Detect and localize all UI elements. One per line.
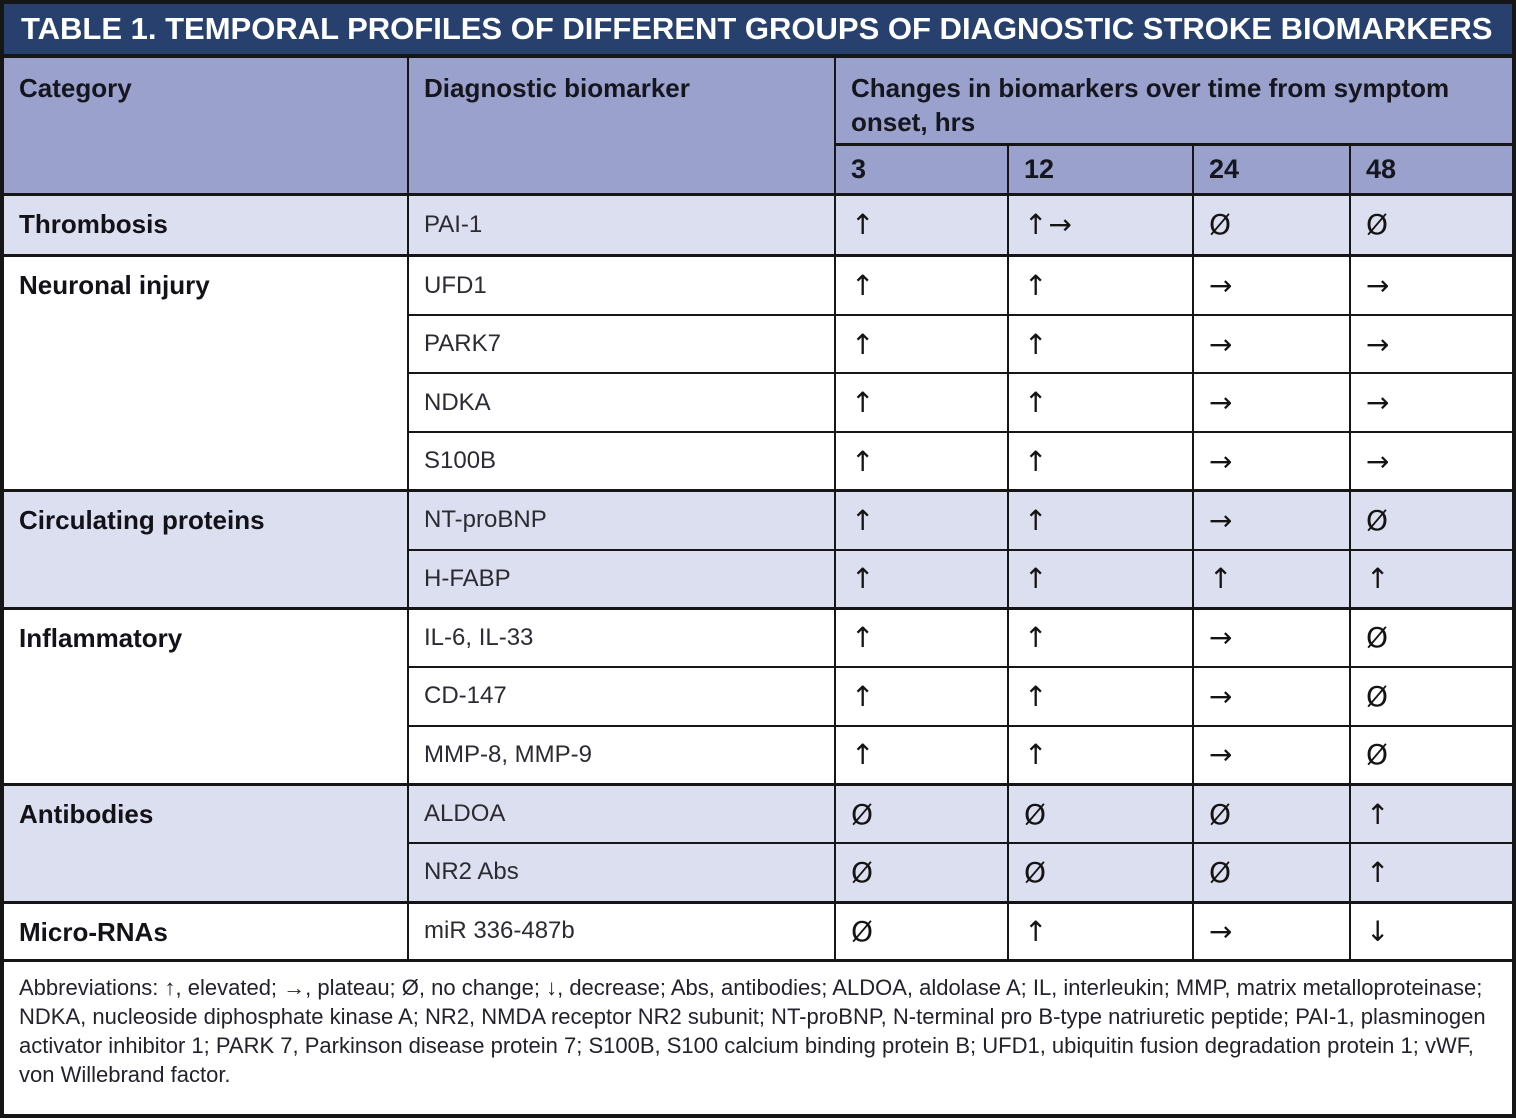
category-micro-rnas: Micro-RNAs [4, 900, 409, 962]
value-cell-24h: Ø [1192, 192, 1351, 257]
biomarker-cell: CD-147 [407, 666, 836, 727]
column-header-category: Category [4, 57, 409, 195]
value-cell-12h: ↑ [1007, 548, 1194, 610]
value-cell-24h: → [1192, 431, 1351, 492]
footnote-row: Abbreviations: ↑, elevated; →, plateau; … [4, 959, 1512, 1112]
category-thrombosis: Thrombosis [4, 192, 409, 257]
biomarker-cell: S100B [407, 431, 836, 492]
value-cell-48h: Ø [1348, 489, 1512, 551]
value-cell-24h: Ø [1192, 842, 1351, 904]
value-cell-24h: → [1192, 900, 1351, 962]
value-cell-24h: Ø [1192, 783, 1351, 845]
table-row: Micro-RNAs miR 336-487b Ø ↑ → ↓ [4, 900, 1512, 962]
value-cell-3h: ↑ [834, 431, 1009, 492]
value-cell-3h: Ø [834, 842, 1009, 904]
value-cell-12h: ↑ [1007, 724, 1194, 786]
biomarker-cell: IL-6, IL-33 [407, 606, 836, 669]
value-cell-12h: ↑ [1007, 606, 1194, 669]
timepoint-header-48h: 48 [1348, 142, 1512, 195]
value-cell-3h: Ø [834, 783, 1009, 845]
value-cell-3h: ↑ [834, 666, 1009, 727]
value-cell-3h: ↑ [834, 192, 1009, 257]
biomarker-cell: NR2 Abs [407, 842, 836, 904]
value-cell-3h: ↑ [834, 489, 1009, 551]
value-cell-48h: → [1348, 372, 1512, 434]
biomarker-cell: PARK7 [407, 313, 836, 375]
biomarker-cell: PAI-1 [407, 192, 836, 257]
value-cell-12h: ↑ [1007, 372, 1194, 434]
table-row: Circulating proteins NT-proBNP ↑ ↑ → Ø [4, 489, 1512, 610]
table-row: MMP-8, MMP-9 ↑ ↑ → Ø [4, 724, 1512, 786]
value-cell-48h: → [1348, 254, 1512, 316]
biomarker-cell: ALDOA [407, 783, 836, 845]
column-header-biomarker: Diagnostic biomarker [407, 57, 836, 195]
table-title: TABLE 1. TEMPORAL PROFILES OF DIFFERENT … [21, 11, 1493, 46]
value-cell-48h: → [1348, 313, 1512, 375]
category-inflammatory: Inflammatory [4, 606, 409, 786]
value-cell-24h: ↑ [1192, 548, 1351, 610]
value-cell-48h: Ø [1348, 606, 1512, 669]
value-cell-48h: Ø [1348, 724, 1512, 786]
value-cell-24h: → [1192, 489, 1351, 551]
value-cell-3h: Ø [834, 900, 1009, 962]
value-cell-48h: ↑ [1348, 783, 1512, 845]
value-cell-3h: ↑ [834, 372, 1009, 434]
table-row: Neuronal injury UFD1 ↑ ↑ → → [4, 254, 1512, 492]
timepoint-header-3h: 3 [834, 142, 1009, 195]
value-cell-12h: ↑ [1007, 489, 1194, 551]
biomarker-cell: miR 336-487b [407, 900, 836, 962]
timepoint-header-12h: 12 [1007, 142, 1194, 195]
value-cell-12h: ↑ [1007, 313, 1194, 375]
table-title-bar: TABLE 1. TEMPORAL PROFILES OF DIFFERENT … [4, 4, 1512, 58]
header-row: Category Diagnostic biomarker Changes in… [4, 57, 1512, 195]
value-cell-12h: ↑ [1007, 666, 1194, 727]
biomarker-table: Category Diagnostic biomarker Changes in… [4, 57, 1512, 1112]
timepoint-header-row: 3 12 24 48 [4, 142, 1512, 195]
value-cell-48h: ↑ [1348, 548, 1512, 610]
category-neuronal-injury: Neuronal injury [4, 254, 409, 492]
category-circulating-proteins: Circulating proteins [4, 489, 409, 610]
value-cell-48h: → [1348, 431, 1512, 492]
biomarker-cell: UFD1 [407, 254, 836, 316]
value-cell-3h: ↑ [834, 724, 1009, 786]
value-cell-24h: → [1192, 254, 1351, 316]
value-cell-24h: → [1192, 666, 1351, 727]
footnote-text: Abbreviations: ↑, elevated; →, plateau; … [4, 959, 1512, 1112]
value-cell-24h: → [1192, 724, 1351, 786]
value-cell-12h: ↑ [1007, 431, 1194, 492]
table-row: Antibodies ALDOA Ø Ø Ø ↑ [4, 783, 1512, 904]
biomarker-cell: NT-proBNP [407, 489, 836, 551]
value-cell-12h: ↑ [1007, 254, 1194, 316]
value-cell-48h: Ø [1348, 666, 1512, 727]
value-cell-12h: ↑ [1007, 900, 1194, 962]
value-cell-12h: Ø [1007, 842, 1194, 904]
biomarker-cell: H-FABP [407, 548, 836, 610]
value-cell-3h: ↑ [834, 548, 1009, 610]
value-cell-12h: ↑→ [1007, 192, 1194, 257]
biomarker-cell: NDKA [407, 372, 836, 434]
value-cell-48h: ↑ [1348, 842, 1512, 904]
value-cell-24h: → [1192, 606, 1351, 669]
value-cell-48h: ↓ [1348, 900, 1512, 962]
value-cell-24h: → [1192, 372, 1351, 434]
category-antibodies: Antibodies [4, 783, 409, 904]
biomarker-cell: MMP-8, MMP-9 [407, 724, 836, 786]
table-row: Inflammatory IL-6, IL-33 ↑ ↑ → Ø [4, 606, 1512, 786]
value-cell-3h: ↑ [834, 313, 1009, 375]
value-cell-3h: ↑ [834, 254, 1009, 316]
value-cell-12h: Ø [1007, 783, 1194, 845]
timepoint-header-24h: 24 [1192, 142, 1351, 195]
value-cell-24h: → [1192, 313, 1351, 375]
value-cell-3h: ↑ [834, 606, 1009, 669]
value-cell-48h: Ø [1348, 192, 1512, 257]
table-row: Thrombosis PAI-1 ↑ ↑→ Ø Ø [4, 192, 1512, 257]
column-header-changes: Changes in biomarkers over time from sym… [833, 57, 1512, 145]
